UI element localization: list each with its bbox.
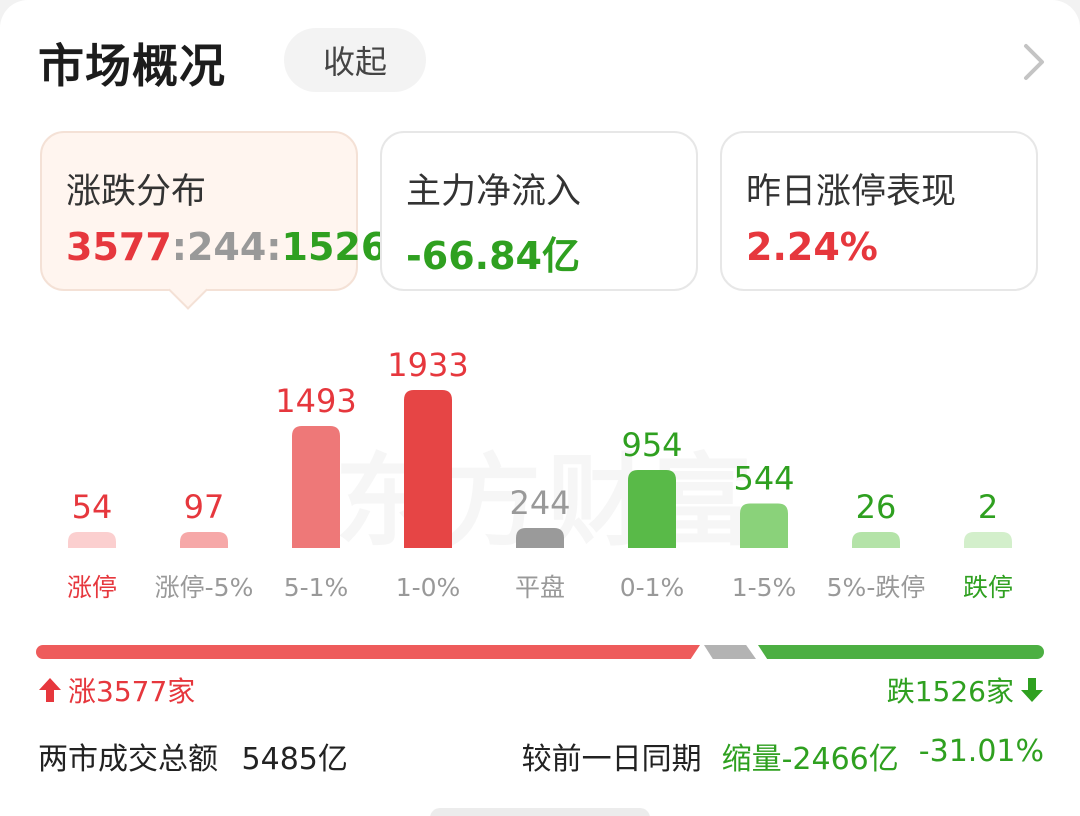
arrow-up-icon xyxy=(39,678,61,702)
volume-change: 缩量-2466亿 xyxy=(721,742,899,777)
up-ratio-bar xyxy=(36,645,700,659)
bar-value-label: 1933 xyxy=(387,346,468,384)
turnover-comparison: 较前一日同期 缩量-2466亿 -31.01% xyxy=(522,734,1044,778)
bar-value-label: 954 xyxy=(621,426,682,464)
flat-ratio-bar xyxy=(704,645,756,659)
bar-1 xyxy=(180,532,228,548)
rise-fall-ratio: 3577:244:1526 xyxy=(66,225,387,269)
arrow-down-icon xyxy=(1021,678,1043,702)
category-label: 1-0% xyxy=(396,573,461,602)
ratio-separator: : xyxy=(266,225,282,269)
bar-value-label: 54 xyxy=(72,488,113,526)
bar-value-label: 1493 xyxy=(275,382,356,420)
turnover-value: 5485亿 xyxy=(241,742,348,777)
up-summary-text: 涨3577家 xyxy=(68,675,196,708)
card-label: 涨跌分布 xyxy=(66,172,207,212)
down-ratio-bar xyxy=(758,645,1044,659)
turnover-label: 两市成交总额 xyxy=(38,742,218,777)
turnover-info: 两市成交总额 5485亿 xyxy=(38,734,348,778)
category-label: 0-1% xyxy=(620,573,685,602)
up-count: 3577 xyxy=(66,225,172,269)
limit-up-performance-value: 2.24% xyxy=(746,225,878,269)
up-summary: 涨3577家 xyxy=(38,670,195,710)
card-yesterday-limit-up[interactable]: 昨日涨停表现 2.24% xyxy=(720,131,1038,291)
bar-value-label: 26 xyxy=(856,488,897,526)
bar-5 xyxy=(628,470,676,548)
bar-6 xyxy=(740,503,788,548)
bar-value-label: 544 xyxy=(733,460,794,498)
compare-label: 较前一日同期 xyxy=(521,742,702,777)
bar-value-label: 97 xyxy=(184,488,225,526)
bar-8 xyxy=(964,532,1012,548)
bar-2 xyxy=(292,425,340,548)
volume-change-pct: -31.01% xyxy=(918,734,1044,769)
down-summary: 跌1526家 xyxy=(887,670,1044,710)
card-label: 主力净流入 xyxy=(406,172,582,212)
card-rise-fall-distribution[interactable]: 涨跌分布 3577:244:1526 xyxy=(40,131,387,291)
category-label: 跌停 xyxy=(963,573,1013,602)
bar-value-label: 244 xyxy=(509,484,570,522)
card-label: 昨日涨停表现 xyxy=(746,172,957,212)
bar-4 xyxy=(516,528,564,548)
bar-value-label: 2 xyxy=(978,488,998,526)
bar-0 xyxy=(68,532,116,548)
bar-3 xyxy=(404,390,452,548)
card-main-net-inflow[interactable]: 主力净流入 -66.84亿 xyxy=(380,131,698,291)
down-summary-text: 跌1526家 xyxy=(886,675,1014,708)
bar-7 xyxy=(852,532,900,548)
category-label: 平盘 xyxy=(515,573,565,602)
chevron-right-icon[interactable] xyxy=(1016,42,1050,82)
category-label: 1-5% xyxy=(732,573,797,602)
bottom-handle xyxy=(430,808,650,816)
category-label: 5%-跌停 xyxy=(827,573,926,602)
page-title: 市场概况 xyxy=(38,39,226,93)
down-count: 1526 xyxy=(281,225,388,269)
net-inflow-value: -66.84亿 xyxy=(406,234,580,278)
ratio-separator: : xyxy=(171,225,187,269)
flat-count: 244 xyxy=(186,225,267,269)
category-label: 5-1% xyxy=(284,573,349,602)
category-label: 涨停 xyxy=(67,573,117,602)
collapse-button[interactable]: 收起 xyxy=(284,28,426,92)
category-label: 涨停-5% xyxy=(155,573,254,602)
distribution-bar-chart: 54 涨停 97 涨停-5% 1493 5-1% 1933 1-0% 244 平盘 954 0-1% 5… xyxy=(67,346,1013,602)
